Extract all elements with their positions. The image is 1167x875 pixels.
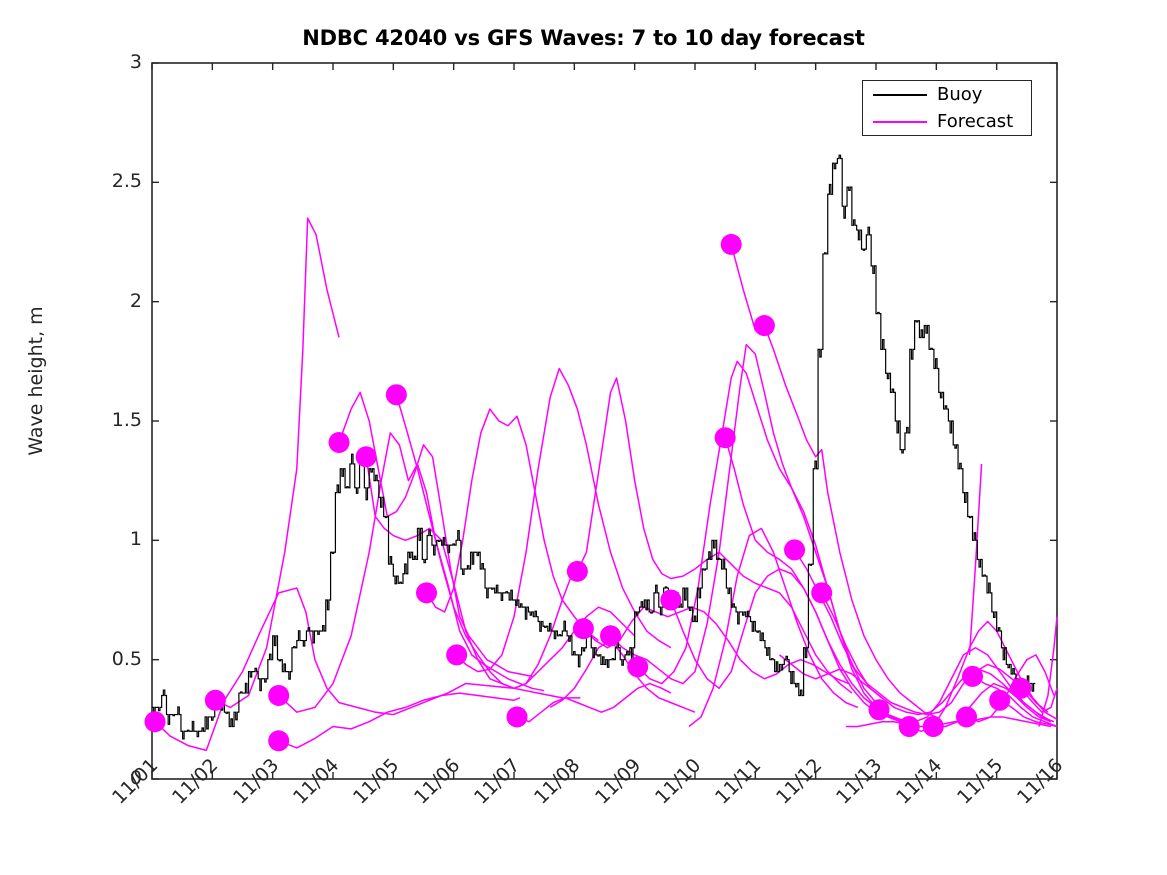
forecast-run [999, 699, 1058, 728]
legend-line-forecast [873, 121, 927, 123]
forecast-start-marker [572, 618, 594, 640]
forecast-run [278, 432, 545, 713]
forecast-run [670, 568, 901, 721]
forecast-start-markers [144, 233, 1032, 752]
forecast-start-marker [268, 730, 290, 752]
forecast-run [1020, 687, 1058, 713]
forecast-run [395, 394, 636, 690]
legend-line-buoy [873, 94, 927, 96]
forecast-run [845, 716, 1052, 728]
legend-label-buoy: Buoy [937, 84, 983, 105]
forecast-start-marker [204, 689, 226, 711]
forecast-start-marker [506, 706, 528, 728]
legend-item-buoy: Buoy [863, 81, 1031, 109]
buoy-series-line [152, 154, 1036, 740]
y-tick-label: 2.5 [111, 170, 142, 193]
buoy-observed-path [152, 154, 1036, 740]
forecast-start-marker [660, 589, 682, 611]
y-tick-label: 0.5 [111, 647, 142, 670]
forecast-start-marker [811, 582, 833, 604]
forecast-run [425, 408, 599, 642]
forecast-start-marker [566, 560, 588, 582]
forecast-start-marker [385, 384, 407, 406]
y-tick-label: 1.5 [111, 409, 142, 431]
forecast-run [610, 343, 889, 713]
y-tick-label: 3 [129, 51, 142, 73]
legend-item-forecast: Forecast [863, 108, 1031, 136]
forecast-run [637, 360, 901, 723]
forecast-start-marker [922, 715, 944, 737]
forecast-start-marker [416, 582, 438, 604]
y-tick-label: 1 [129, 528, 142, 551]
legend-label-forecast: Forecast [937, 111, 1014, 132]
forecast-start-marker [144, 711, 166, 733]
forecast-run [516, 682, 672, 723]
forecast-run [576, 377, 853, 694]
forecast-run [215, 217, 340, 709]
forecast-start-marker [714, 427, 736, 449]
forecast-start-marker [784, 539, 806, 561]
forecast-start-marker [898, 715, 920, 737]
forecast-run [549, 639, 696, 713]
forecast-run [456, 367, 672, 673]
forecast-start-marker [328, 431, 350, 453]
forecast-run [968, 463, 983, 655]
forecast-start-marker [962, 665, 984, 687]
forecast-run [1038, 616, 1058, 727]
forecast-run [779, 654, 889, 704]
forecast-run [724, 437, 913, 723]
forecast-run [730, 244, 937, 718]
forecast-start-marker [446, 644, 468, 666]
axis-ticks [151, 62, 1058, 780]
forecast-run [338, 391, 533, 678]
chart-title: NDBC 42040 vs GFS Waves: 7 to 10 day for… [302, 26, 865, 50]
forecast-series-lines [154, 217, 1058, 752]
forecast-start-marker [868, 699, 890, 721]
forecast-run [278, 692, 521, 749]
forecast-run [582, 606, 850, 685]
forecast-start-marker [627, 656, 649, 678]
forecast-start-marker [600, 625, 622, 647]
forecast-start-marker [753, 315, 775, 337]
forecast-run [365, 456, 573, 690]
forecast-run [972, 675, 1058, 728]
forecast-start-marker [268, 684, 290, 706]
forecast-start-marker [355, 446, 377, 468]
forecast-run [966, 654, 1055, 723]
y-tick-label: 0 [129, 767, 142, 789]
chart-legend: Buoy Forecast [862, 80, 1032, 136]
forecast-run [688, 527, 859, 728]
forecast-start-marker [1010, 677, 1032, 699]
forecast-run [933, 682, 1055, 728]
forecast-start-marker [989, 689, 1011, 711]
y-tick-label: 2 [129, 289, 142, 312]
forecast-start-marker [956, 706, 977, 728]
forecast-start-marker [720, 233, 742, 255]
